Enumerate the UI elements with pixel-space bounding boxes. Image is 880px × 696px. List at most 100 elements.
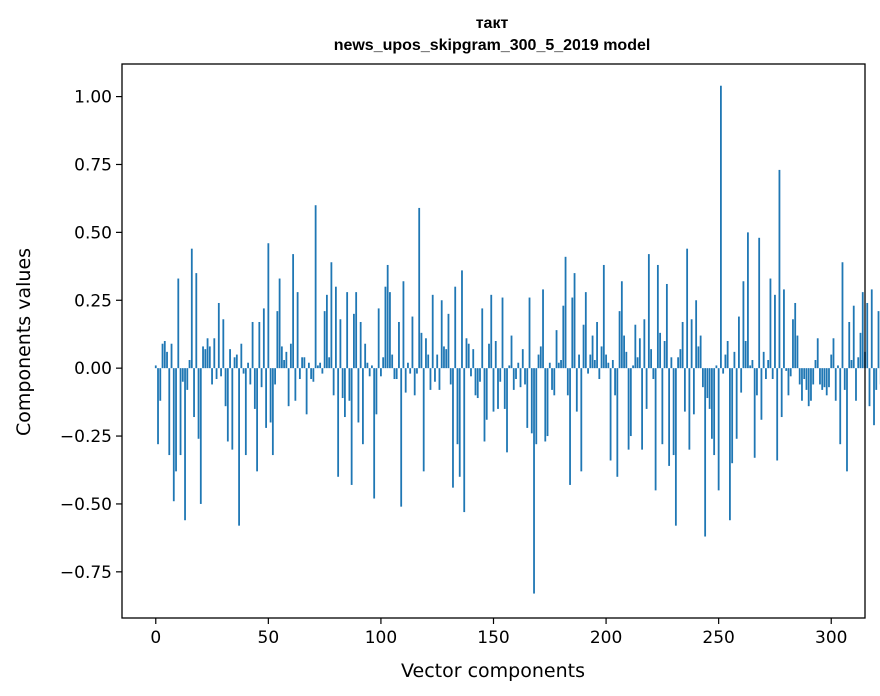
bar-223 [656, 264, 659, 369]
bar-105 [391, 354, 394, 369]
bar-215 [638, 338, 641, 369]
bar-316 [866, 302, 869, 369]
bar-169 [535, 368, 538, 445]
bar-264 [749, 365, 752, 369]
bar-117 [418, 207, 421, 369]
bar-159 [512, 368, 515, 390]
bar-209 [625, 351, 628, 369]
bar-77 [328, 357, 331, 369]
bar-152 [497, 368, 499, 409]
bar-212 [632, 365, 634, 369]
bar-126 [438, 368, 441, 390]
bar-285 [796, 335, 799, 369]
bar-300 [830, 354, 833, 369]
bar-136 [461, 270, 463, 369]
bar-244 [704, 368, 707, 537]
bar-8 [172, 368, 175, 502]
bar-19 [197, 368, 200, 439]
bar-16 [190, 248, 193, 369]
bar-139 [467, 343, 470, 369]
bar-54 [276, 311, 279, 369]
bar-210 [627, 368, 630, 450]
x-tick-label: 100 [365, 628, 397, 648]
bar-189 [580, 368, 583, 472]
bar-219 [647, 254, 650, 369]
bar-173 [544, 368, 547, 442]
bar-87 [350, 368, 353, 485]
bar-252 [722, 368, 725, 374]
bar-231 [674, 368, 677, 526]
bar-32 [226, 368, 229, 442]
bar-31 [224, 368, 227, 407]
bar-12 [181, 368, 184, 382]
bar-157 [508, 365, 511, 369]
bar-211 [629, 368, 632, 437]
bar-180 [560, 360, 562, 369]
bar-150 [492, 368, 495, 412]
bar-108 [398, 321, 400, 369]
bar-52 [271, 368, 274, 456]
bar-125 [436, 354, 439, 369]
bar-56 [280, 346, 283, 369]
bar-140 [470, 368, 472, 377]
bar-222 [654, 368, 657, 491]
bar-155 [503, 368, 506, 409]
bar-86 [348, 368, 351, 401]
bar-97 [373, 368, 376, 499]
bar-11 [179, 368, 182, 456]
bar-258 [735, 368, 738, 439]
x-tick-label: 50 [258, 628, 280, 648]
bar-88 [353, 313, 355, 369]
bar-254 [726, 341, 729, 369]
bar-179 [557, 362, 560, 369]
bar-308 [848, 321, 851, 369]
bar-0 [154, 365, 157, 369]
bar-213 [634, 324, 637, 369]
bar-229 [670, 357, 673, 369]
bar-34 [231, 368, 234, 450]
bar-15 [188, 360, 191, 369]
bar-205 [616, 368, 619, 477]
bar-171 [539, 346, 542, 369]
bar-283 [792, 319, 794, 369]
bar-197 [598, 368, 601, 380]
bar-286 [798, 368, 801, 385]
bar-160 [515, 368, 517, 380]
bar-107 [395, 368, 398, 380]
y-tick-label: 0.25 [74, 291, 112, 311]
bar-273 [769, 278, 772, 369]
bar-143 [476, 368, 479, 399]
bar-303 [837, 365, 839, 369]
bar-185 [571, 297, 574, 369]
bar-2 [159, 368, 162, 401]
bar-184 [569, 368, 571, 485]
bar-164 [524, 368, 526, 385]
bar-114 [411, 316, 414, 369]
bar-39 [242, 368, 245, 374]
bar-167 [530, 368, 533, 434]
bar-243 [701, 368, 704, 388]
bar-279 [783, 289, 785, 369]
bar-266 [753, 368, 756, 458]
bar-147 [485, 368, 488, 420]
bar-226 [663, 341, 666, 369]
bar-307 [846, 368, 848, 472]
bar-23 [206, 338, 209, 369]
bar-72 [316, 365, 319, 369]
bar-84 [344, 368, 346, 418]
bar-320 [875, 368, 878, 390]
bar-230 [672, 368, 675, 456]
bar-232 [677, 357, 680, 369]
bar-317 [868, 368, 871, 407]
bar-100 [380, 368, 382, 377]
bar-206 [618, 311, 621, 369]
bar-218 [645, 368, 648, 409]
bar-293 [814, 360, 817, 369]
bar-202 [609, 368, 612, 461]
bar-313 [859, 332, 862, 369]
bar-95 [368, 368, 371, 377]
bar-110 [402, 281, 405, 369]
bar-263 [747, 232, 749, 369]
bar-96 [371, 365, 373, 369]
y-axis: 1.00 0.75 0.50 0.25 0.00 −0.25 −0.50 −0.75 [60, 88, 122, 583]
